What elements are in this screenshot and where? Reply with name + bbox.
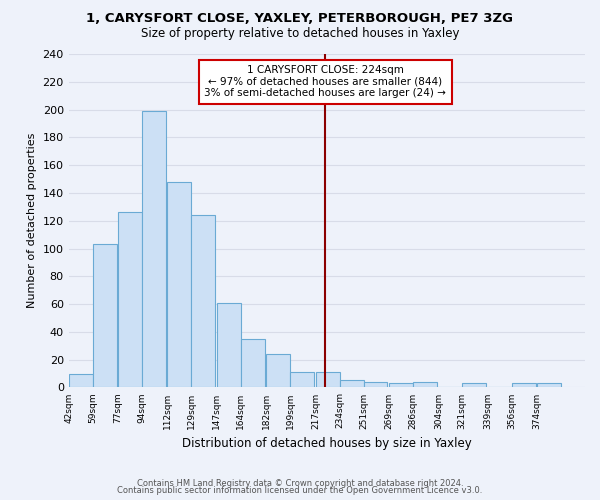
Bar: [364, 382, 388, 388]
Bar: [340, 380, 364, 388]
Text: Contains HM Land Registry data © Crown copyright and database right 2024.: Contains HM Land Registry data © Crown c…: [137, 478, 463, 488]
Bar: [217, 302, 241, 388]
Bar: [68, 374, 92, 388]
Text: 1 CARYSFORT CLOSE: 224sqm
← 97% of detached houses are smaller (844)
3% of semi-: 1 CARYSFORT CLOSE: 224sqm ← 97% of detac…: [205, 65, 446, 98]
Text: 1, CARYSFORT CLOSE, YAXLEY, PETERBOROUGH, PE7 3ZG: 1, CARYSFORT CLOSE, YAXLEY, PETERBOROUGH…: [86, 12, 514, 26]
Bar: [537, 384, 561, 388]
Bar: [92, 244, 116, 388]
Bar: [389, 384, 413, 388]
Bar: [191, 215, 215, 388]
Bar: [462, 384, 486, 388]
Bar: [118, 212, 142, 388]
Bar: [413, 382, 437, 388]
X-axis label: Distribution of detached houses by size in Yaxley: Distribution of detached houses by size …: [182, 437, 472, 450]
Bar: [316, 372, 340, 388]
Bar: [167, 182, 191, 388]
Y-axis label: Number of detached properties: Number of detached properties: [27, 133, 37, 308]
Bar: [512, 384, 536, 388]
Text: Size of property relative to detached houses in Yaxley: Size of property relative to detached ho…: [141, 28, 459, 40]
Bar: [142, 111, 166, 388]
Text: Contains public sector information licensed under the Open Government Licence v3: Contains public sector information licen…: [118, 486, 482, 495]
Bar: [241, 339, 265, 388]
Bar: [266, 354, 290, 388]
Bar: [290, 372, 314, 388]
